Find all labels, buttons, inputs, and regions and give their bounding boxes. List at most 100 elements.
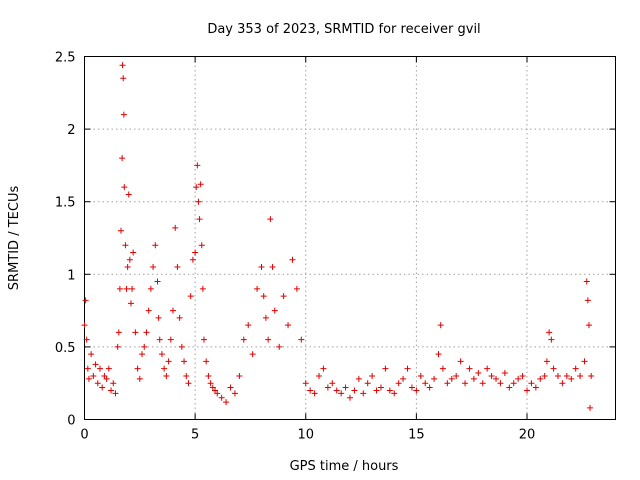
data-point (320, 365, 327, 372)
x-tick-label: 5 (191, 428, 199, 443)
data-point (543, 358, 550, 365)
data-point (265, 336, 272, 343)
data-point (373, 387, 380, 394)
data-point (82, 297, 89, 304)
data-point (156, 336, 163, 343)
data-point (583, 278, 590, 285)
data-point (192, 249, 199, 256)
data-point (189, 256, 196, 263)
data-point (437, 322, 444, 329)
data-point (245, 322, 252, 329)
data-point (479, 380, 486, 387)
data-point (568, 375, 575, 382)
data-point (347, 394, 353, 401)
data-point (524, 387, 530, 394)
data-point (183, 372, 190, 379)
data-point (172, 224, 179, 231)
data-point (214, 390, 221, 397)
data-point (404, 365, 411, 372)
data-point (269, 264, 276, 271)
data-point (178, 343, 185, 350)
data-point (400, 375, 407, 382)
data-point (338, 390, 345, 397)
data-point (94, 380, 101, 387)
data-point (444, 380, 451, 387)
data-point (143, 329, 150, 336)
data-point (260, 293, 267, 300)
data-point (563, 372, 570, 379)
data-point (333, 387, 340, 394)
data-point (276, 343, 283, 350)
data-point (351, 387, 358, 394)
data-point (501, 370, 508, 377)
data-point (413, 387, 420, 394)
data-point (165, 358, 172, 365)
data-point (311, 390, 318, 397)
data-point (435, 351, 442, 358)
data-point (193, 184, 200, 191)
data-point (554, 372, 561, 379)
data-point (120, 75, 127, 82)
data-point (207, 380, 214, 387)
y-tick-label: 0 (67, 414, 75, 429)
data-point (307, 387, 314, 394)
data-point (134, 365, 141, 372)
data-point (457, 358, 464, 365)
data-point (195, 198, 202, 205)
data-point (88, 351, 95, 358)
data-point (116, 285, 123, 292)
data-point (119, 62, 126, 69)
data-point (298, 336, 305, 343)
data-point (119, 155, 126, 162)
data-point (81, 322, 88, 329)
data-point (112, 390, 119, 397)
data-point (200, 336, 207, 343)
data-point (197, 181, 204, 188)
data-point (105, 365, 112, 372)
data-point (302, 380, 309, 387)
data-point (161, 365, 168, 372)
data-point (293, 285, 300, 292)
x-tick-label: 15 (408, 428, 425, 443)
grid-layer (84, 56, 616, 420)
x-axis-label: GPS time / hours (290, 459, 399, 474)
data-point (475, 370, 482, 377)
data-point (127, 300, 134, 307)
data-point (528, 380, 535, 387)
data-point (280, 293, 287, 300)
data-point (170, 307, 176, 314)
data-point (532, 384, 539, 391)
data-point (240, 336, 247, 343)
data-point (147, 285, 154, 292)
data-point (199, 285, 206, 292)
data-point (154, 278, 161, 285)
data-point (223, 399, 230, 406)
data-point (99, 384, 106, 391)
data-point (271, 307, 278, 314)
data-point (329, 380, 336, 387)
data-point (155, 314, 162, 321)
data-point (115, 329, 122, 336)
marks-layer (81, 62, 595, 411)
data-point (585, 322, 592, 329)
data-point (141, 343, 148, 350)
data-point (581, 358, 588, 365)
data-point (431, 375, 438, 382)
data-point (187, 293, 194, 300)
data-point (426, 384, 433, 391)
data-point (123, 285, 130, 292)
data-point (439, 365, 446, 372)
data-point (548, 336, 555, 343)
x-tick-label: 20 (519, 428, 536, 443)
y-tick-label: 2.5 (55, 51, 76, 66)
data-point (174, 264, 181, 271)
data-point (181, 358, 188, 365)
plot-frame (84, 56, 616, 420)
data-point (84, 365, 91, 372)
data-point (254, 285, 261, 292)
data-point (391, 390, 398, 397)
data-point (488, 372, 495, 379)
data-point (152, 242, 159, 249)
data-point (114, 343, 121, 350)
data-point (267, 216, 274, 223)
